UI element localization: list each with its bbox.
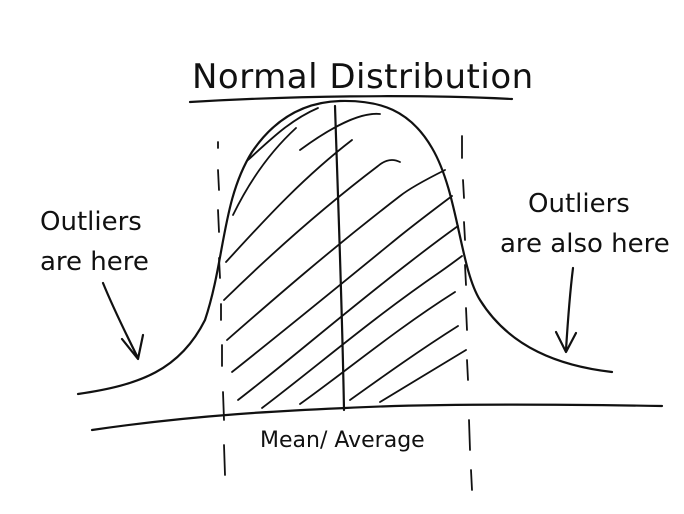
left-outlier-note-line2: are here [40, 247, 149, 277]
shaded-area-hatching [223, 107, 467, 409]
right-outlier-note-line2: are also here [500, 229, 670, 259]
mean-average-label: Mean/ Average [260, 428, 425, 453]
right-arrow [554, 266, 578, 354]
bell-curve [76, 99, 614, 396]
right-outlier-note-line1: Outliers [528, 189, 630, 219]
left-boundary-line [217, 141, 226, 476]
left-arrow [101, 281, 145, 361]
title-underline [188, 95, 514, 104]
baseline-axis [90, 403, 664, 432]
diagram-title: Normal Distribution [192, 57, 534, 97]
left-outlier-note-line1: Outliers [40, 207, 142, 237]
mean-line [333, 104, 346, 412]
right-boundary-line [461, 135, 473, 491]
